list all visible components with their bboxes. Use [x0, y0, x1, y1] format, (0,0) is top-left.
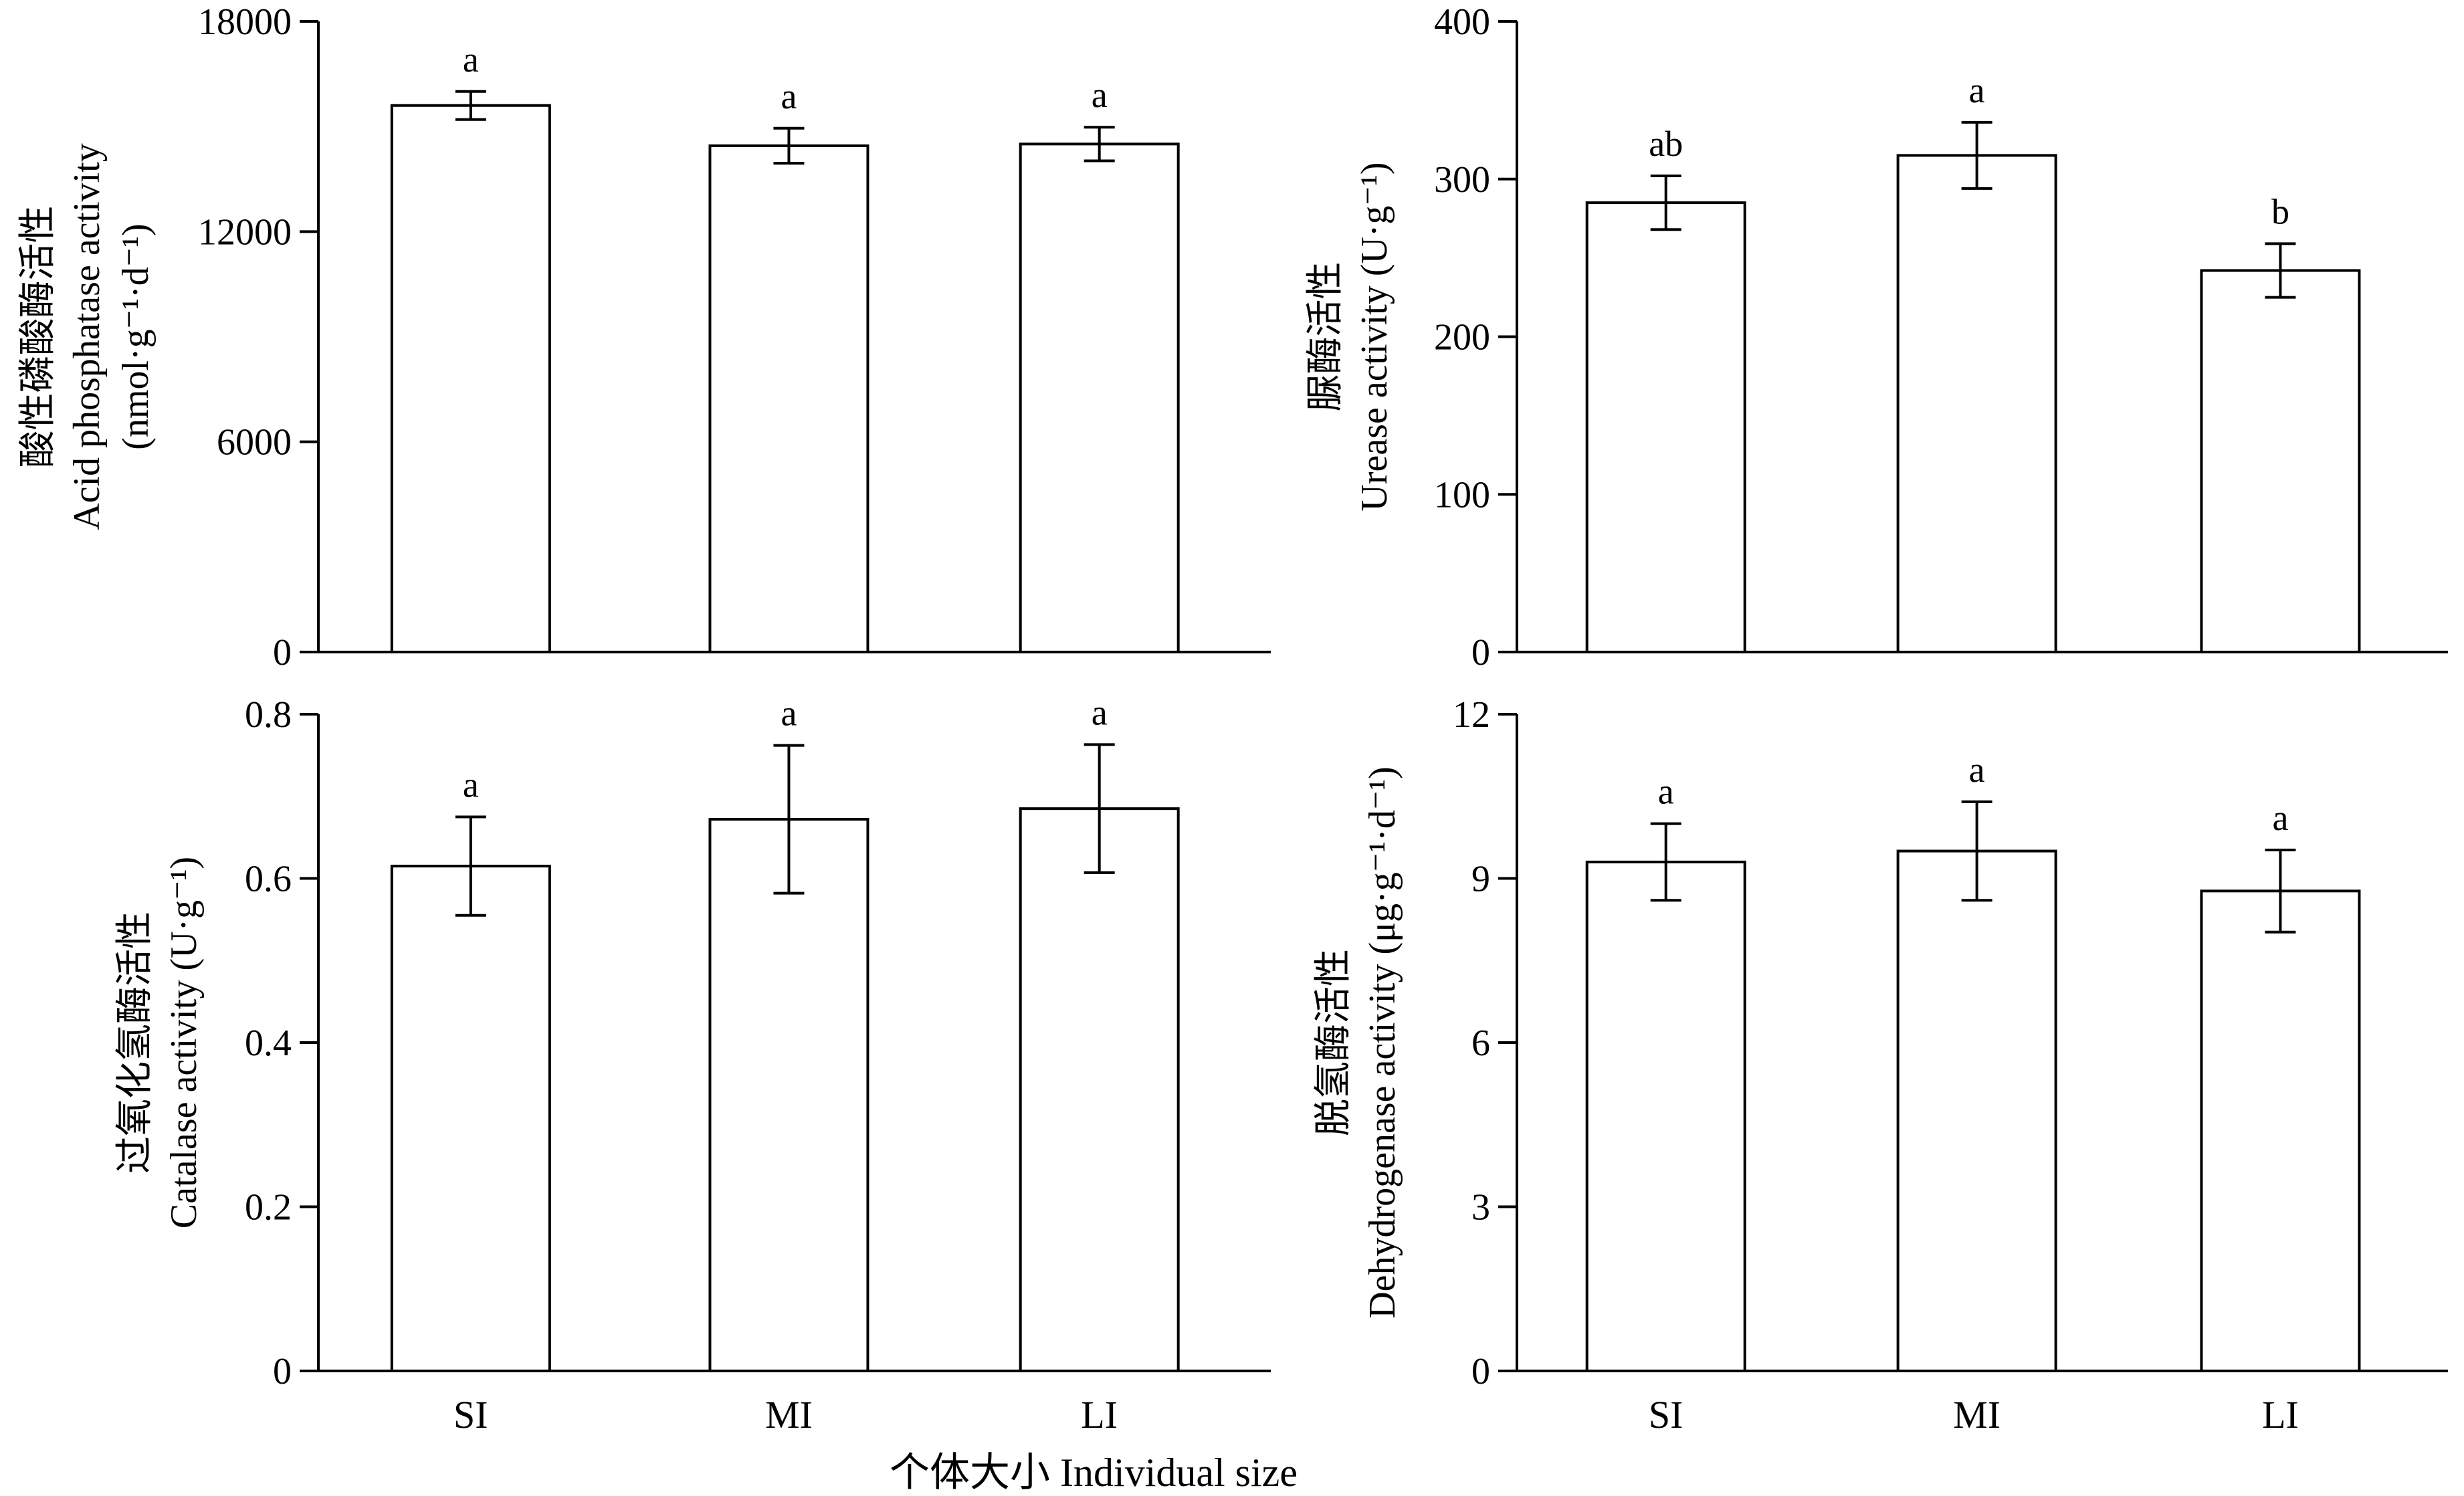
y-tick-label: 200 — [1434, 317, 1490, 358]
bar-SI — [1585, 860, 1746, 1372]
category-label: SI — [453, 1393, 488, 1436]
y-tick-label: 18000 — [198, 1, 292, 43]
y-tick-label: 3 — [1471, 1187, 1490, 1228]
category-label: MI — [765, 1393, 813, 1436]
y-tick-label: 0 — [1471, 632, 1490, 673]
bar-SI — [390, 104, 551, 653]
significance-letter: a — [1658, 772, 1674, 812]
bar-MI — [1896, 154, 2057, 653]
y-tick-label: 0.2 — [245, 1187, 292, 1228]
bar-LI — [1019, 807, 1180, 1372]
y-axis-label: Catalase activity (U·g⁻¹) — [163, 857, 205, 1228]
significance-letter: a — [1969, 70, 1985, 110]
y-tick-label: 0.6 — [245, 859, 292, 900]
significance-letter: a — [781, 693, 797, 734]
significance-letter: b — [2271, 191, 2289, 231]
category-label: LI — [2262, 1393, 2299, 1436]
significance-letter: ab — [1649, 124, 1683, 164]
y-axis-label: Acid phosphatase activity — [66, 143, 108, 530]
bar-SI — [1585, 201, 1746, 653]
bar-LI — [2200, 889, 2361, 1372]
y-tick-label: 0.8 — [245, 694, 292, 736]
y-tick-label: 0 — [1471, 1351, 1490, 1392]
bar-MI — [708, 144, 869, 654]
y-axis-label: 脱氢酶活性 — [1313, 949, 1354, 1136]
significance-letter: a — [1969, 750, 1985, 790]
y-tick-label: 6 — [1471, 1023, 1490, 1064]
y-axis-label: 脲酶活性 — [1305, 262, 1346, 412]
bar-SI — [390, 865, 551, 1372]
y-tick-label: 300 — [1434, 159, 1490, 201]
significance-letter: a — [463, 764, 479, 805]
y-tick-label: 100 — [1434, 474, 1490, 516]
y-tick-label: 6000 — [217, 422, 292, 463]
significance-letter: a — [2272, 798, 2288, 838]
chart-panel-bottom-right: 0 3 6 9 12 脱氢酶活性 Dehydrogenase activity (μg·g⁻… — [1313, 694, 2448, 1436]
significance-letter: a — [781, 76, 797, 116]
y-tick-label: 0 — [273, 632, 292, 673]
significance-letter: a — [1092, 692, 1108, 732]
bar-LI — [2200, 269, 2361, 653]
significance-letter: a — [1092, 75, 1108, 115]
y-tick-label: 0 — [273, 1351, 292, 1392]
bar-MI — [708, 818, 869, 1372]
chart-panel-bottom-left: 0 0.2 0.4 0.6 0.8 过氧化氢酶活性 Catalase activity (U… — [114, 692, 1271, 1436]
chart-panel-top-left: 0 6000 12000 18000 酸性磷酸酶活性 Acid phosphatase a… — [17, 1, 1271, 673]
y-tick-label: 12000 — [198, 211, 292, 253]
bar-LI — [1019, 142, 1180, 654]
bar-MI — [1896, 849, 2057, 1373]
y-axis-label: 过氧化氢酶活性 — [114, 912, 156, 1174]
y-axis-label: Urease activity (U·g⁻¹) — [1354, 162, 1395, 511]
y-tick-label: 12 — [1453, 694, 1490, 736]
significance-letter: a — [463, 39, 479, 80]
y-tick-label: 0.4 — [245, 1023, 292, 1064]
category-label: SI — [1649, 1393, 1683, 1436]
y-axis-label: 酸性磷酸酶活性 — [17, 206, 59, 468]
x-axis-label: 个体大小 Individual size — [890, 1451, 1298, 1495]
category-label: LI — [1081, 1393, 1118, 1436]
category-label: MI — [1953, 1393, 2000, 1436]
y-tick-label: 400 — [1434, 1, 1490, 43]
y-axis-label: Dehydrogenase activity (μg·g⁻¹·d⁻¹) — [1362, 766, 1403, 1319]
chart-panel-top-right: 0 100 200 300 400 脲酶活性 Urease activity (U·g⁻¹)… — [1305, 1, 2448, 673]
y-tick-label: 9 — [1471, 859, 1490, 900]
y-axis-label: (nmol·g⁻¹·d⁻¹) — [115, 223, 157, 449]
